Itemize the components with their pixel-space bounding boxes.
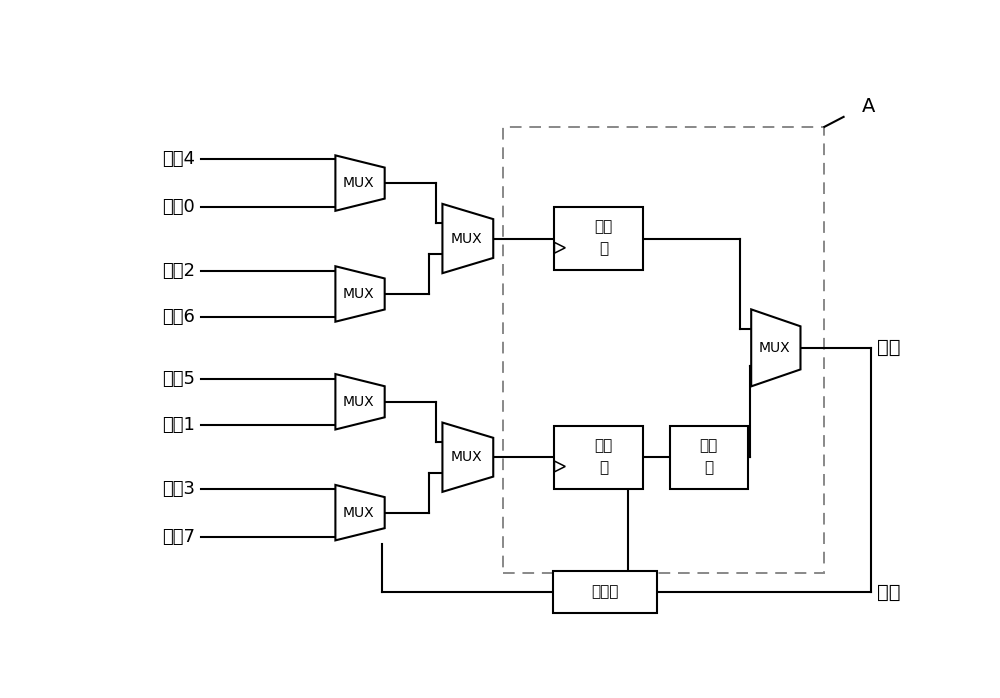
Text: MUX: MUX xyxy=(758,341,790,355)
Text: 数据5: 数据5 xyxy=(162,370,195,387)
Polygon shape xyxy=(442,204,493,273)
Text: 数据4: 数据4 xyxy=(162,150,195,168)
Polygon shape xyxy=(442,422,493,492)
Polygon shape xyxy=(335,266,385,322)
Text: 器: 器 xyxy=(599,460,608,475)
Polygon shape xyxy=(554,242,565,253)
Polygon shape xyxy=(554,461,565,472)
Bar xyxy=(554,426,643,489)
Text: 数据3: 数据3 xyxy=(162,480,195,498)
Bar xyxy=(670,426,748,489)
Text: 器: 器 xyxy=(704,460,713,475)
Text: MUX: MUX xyxy=(450,450,482,464)
Text: 数据0: 数据0 xyxy=(163,198,195,216)
Text: MUX: MUX xyxy=(343,395,374,409)
Text: MUX: MUX xyxy=(343,287,374,301)
Text: MUX: MUX xyxy=(450,232,482,246)
Text: MUX: MUX xyxy=(343,505,374,519)
Bar xyxy=(553,571,657,613)
Polygon shape xyxy=(335,485,385,540)
Text: MUX: MUX xyxy=(343,176,374,190)
Text: 触发: 触发 xyxy=(594,219,612,235)
Text: 触发: 触发 xyxy=(594,438,612,453)
Text: 数据7: 数据7 xyxy=(162,528,195,546)
Text: 分频器: 分频器 xyxy=(591,584,619,600)
Polygon shape xyxy=(335,374,385,429)
Text: A: A xyxy=(862,97,875,117)
Bar xyxy=(554,207,643,270)
Text: 时钟: 时钟 xyxy=(877,582,900,602)
Polygon shape xyxy=(751,309,800,387)
Text: 锁存: 锁存 xyxy=(700,438,718,453)
Text: 器: 器 xyxy=(599,241,608,256)
Text: 数据1: 数据1 xyxy=(162,416,195,434)
Bar xyxy=(503,127,824,574)
Polygon shape xyxy=(335,156,385,211)
Text: 输出: 输出 xyxy=(877,339,900,357)
Text: 数据2: 数据2 xyxy=(162,262,195,280)
Text: 数据6: 数据6 xyxy=(162,308,195,326)
